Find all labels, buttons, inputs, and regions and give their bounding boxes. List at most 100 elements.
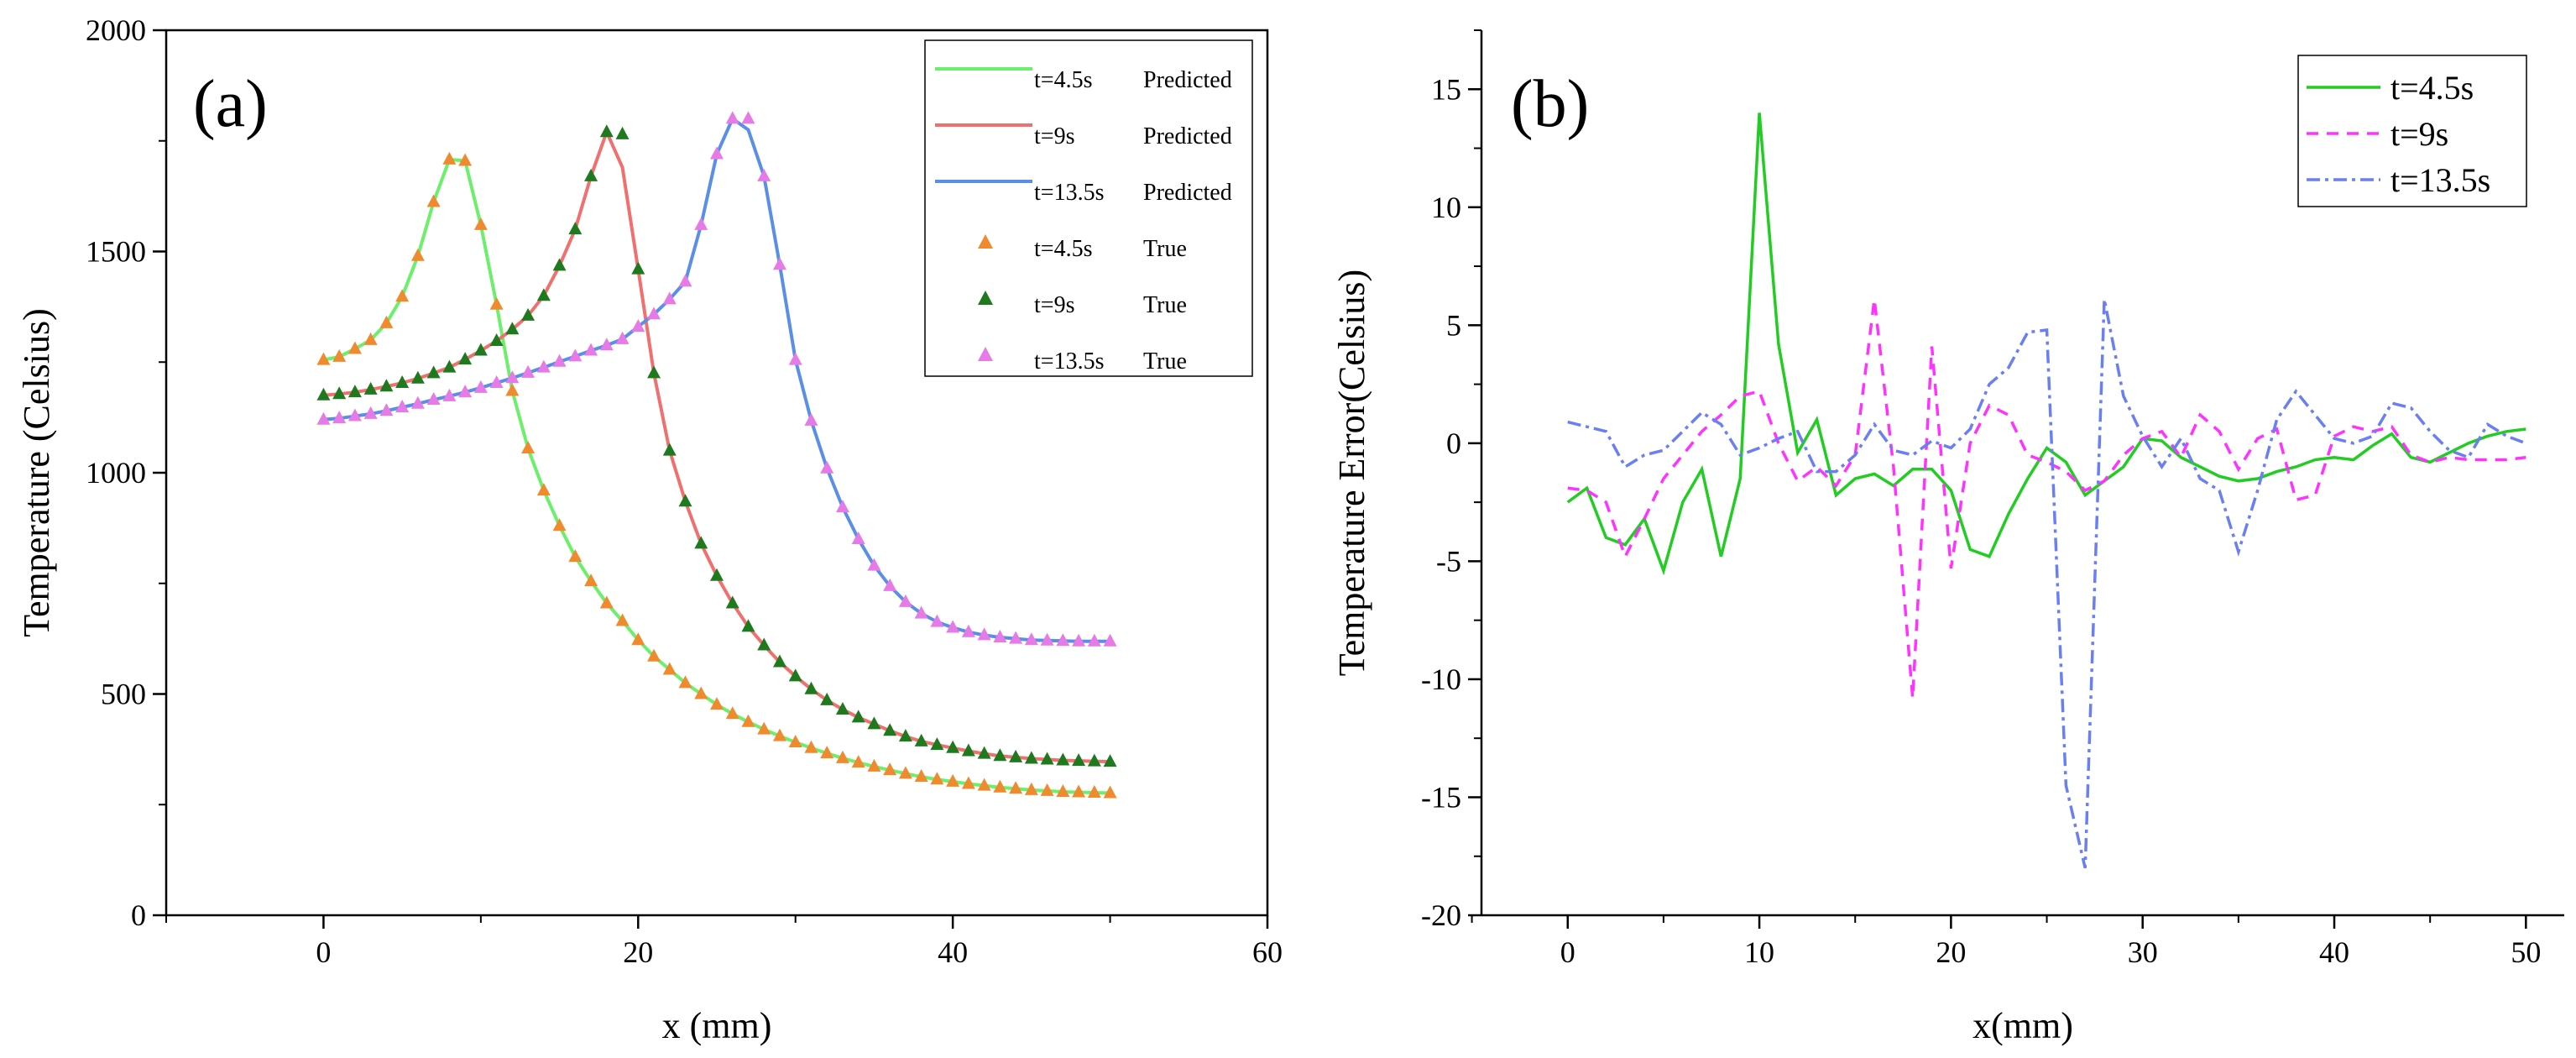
panel-a-data-point-true-5 (993, 630, 1007, 643)
panel-a-data-point-true-4 (379, 379, 394, 392)
panel-a-data-point-true-5 (505, 370, 520, 384)
panel-a-data-point-true-3 (946, 773, 960, 787)
panel-a-data-point-true-4 (489, 333, 504, 346)
panel-b-x-tick-label: 20 (1936, 935, 1966, 969)
panel-b-y-tick-label: -20 (1421, 898, 1461, 932)
panel-a-data-point-true-3 (1087, 785, 1101, 799)
panel-a-data-point-true-4 (1072, 753, 1086, 767)
panel-a-data-point-true-3 (568, 549, 583, 563)
panel-a-data-point-true-5 (347, 408, 362, 422)
panel-a-data-point-true-3 (678, 675, 692, 689)
panel-a-label: (a) (193, 67, 268, 141)
panel-b-x-tick-label: 10 (1744, 935, 1774, 969)
panel-b-x-tick-label: 30 (2128, 935, 2158, 969)
panel-b-x-tick-label: 0 (1560, 935, 1575, 969)
panel-a-data-point-true-5 (741, 111, 755, 124)
panel-a-legend: t=4.5s Predicted t=9s Predicted t=13.5s Predi… (924, 39, 1253, 377)
panel-a-data-point-true-3 (772, 728, 786, 741)
panel-a-data-point-true-5 (410, 395, 425, 409)
panel-a-y-tick-label: 1500 (86, 235, 146, 269)
panel-a-y-tick-label: 2000 (86, 13, 146, 47)
panel-a-data-point-true-5 (1103, 633, 1117, 647)
panel-a-data-point-true-4 (1040, 752, 1054, 765)
panel-a-data-point-true-5 (1009, 631, 1023, 644)
panel-a-data-point-true-3 (1056, 783, 1070, 797)
panel-a-legend-series-name: t=13.5s (1034, 180, 1104, 206)
panel-b-x-tick-label: 50 (2511, 935, 2541, 969)
panel-a-legend-series-name: t=9s (1034, 292, 1074, 318)
panel-a-data-point-true-5 (489, 375, 504, 389)
panel-a-data-point-true-4 (363, 381, 378, 395)
panel-a-data-point-true-5 (820, 460, 834, 474)
panel-a-data-point-true-4 (977, 746, 991, 759)
panel-a-data-point-true-3 (316, 352, 331, 365)
panel-b-y-tick-label: 15 (1431, 72, 1461, 106)
panel-a-data-point-true-5 (568, 348, 583, 362)
panel-a-data-point-true-4 (1087, 753, 1101, 767)
panel-a-y-tick-label: 500 (101, 678, 146, 711)
panel-a-data-point-true-4 (647, 365, 661, 379)
panel-a-data-point-true-5 (725, 111, 739, 124)
panel-a-data-point-true-3 (505, 383, 520, 396)
panel-a-data-point-true-5 (584, 343, 598, 356)
panel-a-data-point-true-4 (615, 126, 630, 139)
panel-a-y-tick-label: 0 (131, 898, 146, 932)
panel-a-legend-series-name: t=13.5s (1034, 348, 1104, 374)
panel-a-data-point-true-4 (867, 716, 881, 730)
panel-a-data-point-true-5 (851, 532, 865, 545)
panel-b-y-tick-label: 0 (1446, 427, 1461, 460)
panel-a-data-point-true-4 (710, 568, 724, 581)
panel-a-data-point-true-3 (725, 706, 739, 720)
panel-a-data-point-true-5 (883, 578, 897, 591)
panel-a-data-point-true-4 (993, 748, 1007, 762)
panel-a-data-point-true-4 (741, 619, 755, 632)
panel-a-data-point-true-3 (977, 778, 991, 791)
panel-a-y-tick-label: 1000 (86, 456, 146, 490)
panel-a-data-point-true-4 (316, 387, 331, 401)
panel-b-x-tick-label: 40 (2319, 935, 2349, 969)
panel-a-data-point-true-5 (363, 406, 378, 419)
panel-a-data-point-true-4 (914, 733, 928, 746)
panel-a-data-point-true-4 (410, 370, 425, 384)
panel-a-data-point-true-4 (772, 654, 786, 668)
panel-a-data-point-true-4 (521, 307, 536, 321)
panel-a-data-point-true-3 (489, 296, 504, 310)
panel-a-data-point-true-3 (820, 746, 834, 759)
panel-a-data-point-true-3 (584, 574, 598, 587)
panel-a-data-point-true-3 (914, 769, 928, 783)
panel-a-data-point-true-3 (599, 595, 614, 609)
panel-a-data-point-true-3 (741, 714, 755, 727)
panel-a-data-point-true-5 (898, 594, 912, 607)
panel-a-data-point-true-4 (426, 365, 441, 379)
panel-a-data-point-true-4 (332, 386, 347, 400)
panel-a-data-point-true-3 (804, 740, 818, 753)
panel-a-legend-series-name: t=4.5s (1034, 67, 1092, 93)
panel-a-data-point-true-3 (473, 217, 488, 230)
panel-a-data-point-true-5 (757, 168, 771, 181)
panel-a-data-point-true-3 (521, 441, 536, 454)
panel-a-data-point-true-4 (536, 288, 551, 301)
panel-a-data-point-true-3 (883, 762, 897, 776)
panel-a-data-point-true-5 (1056, 633, 1070, 647)
panel-b-y-tick-label: 10 (1431, 191, 1461, 224)
panel-a-data-point-true-4 (961, 743, 975, 757)
panel-a-data-point-true-4 (851, 710, 865, 723)
panel-b-legend-box (2297, 55, 2527, 207)
panel-a-data-point-true-4 (662, 443, 677, 456)
panel-a-data-point-true-4 (694, 536, 708, 549)
panel-a-data-point-true-4 (584, 168, 598, 181)
panel-a-data-point-true-4 (835, 701, 849, 715)
panel-a-legend-series-kind: True (1143, 292, 1187, 318)
panel-a-data-point-true-3 (536, 483, 551, 496)
panel-a-data-point-true-4 (347, 385, 362, 398)
panel-a-legend-series-kind: Predicted (1143, 123, 1232, 149)
panel-a-data-point-true-5 (930, 614, 944, 627)
panel-a-data-point-true-5 (1024, 632, 1038, 646)
panel-a-data-point-true-5 (961, 624, 975, 637)
panel-a-data-point-true-3 (710, 697, 724, 710)
panel-a-data-point-true-3 (458, 153, 473, 166)
panel-a-data-point-true-3 (835, 750, 849, 763)
panel-a-data-point-true-5 (615, 331, 630, 344)
panel-a-data-point-true-5 (694, 217, 708, 230)
panel-a-data-point-true-3 (993, 779, 1007, 793)
